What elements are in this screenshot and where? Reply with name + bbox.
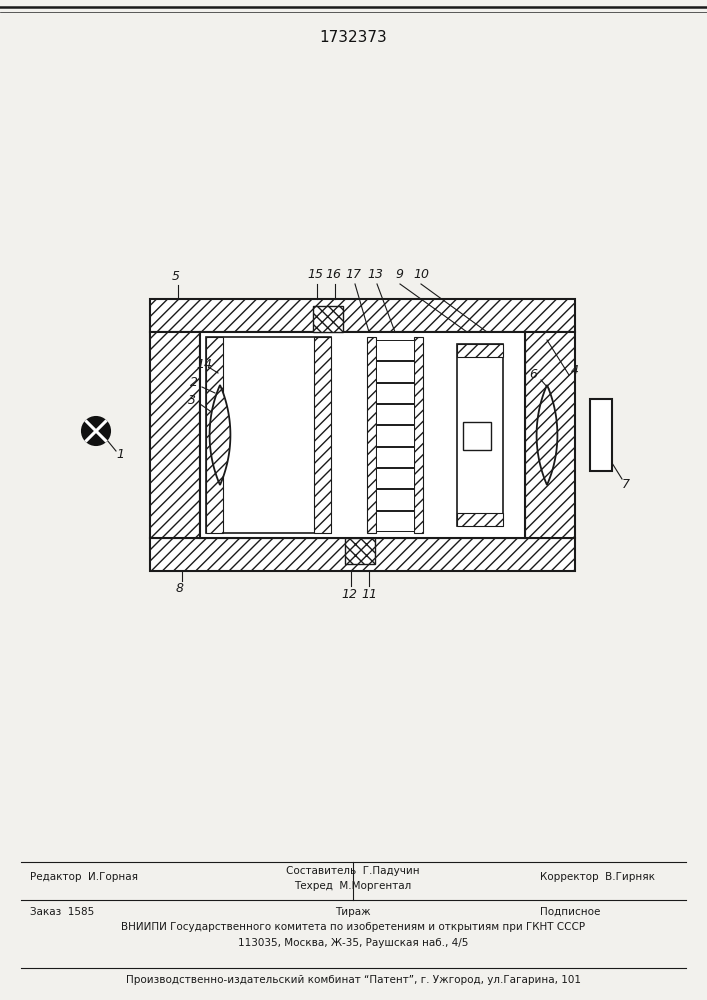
Text: Редактор  И.Горная: Редактор И.Горная (30, 872, 138, 882)
Text: Техред  М.Моргентал: Техред М.Моргентал (294, 881, 411, 891)
Bar (376, 425, 414, 446)
Text: 12: 12 (341, 588, 357, 601)
Text: 3: 3 (188, 393, 196, 406)
Text: Заказ  1585: Заказ 1585 (30, 907, 94, 917)
Text: ВНИИПИ Государственного комитета по изобретениям и открытиям при ГКНТ СССР: ВНИИПИ Государственного комитета по изоб… (121, 922, 585, 932)
Polygon shape (537, 385, 557, 485)
Text: 1: 1 (116, 448, 124, 462)
Text: 6: 6 (529, 368, 537, 381)
Bar (376, 404, 414, 424)
Text: 16: 16 (325, 268, 341, 282)
Text: 11: 11 (361, 588, 377, 601)
Bar (376, 489, 414, 510)
Bar (206, 337, 331, 533)
Bar (367, 337, 376, 533)
Text: 14: 14 (196, 359, 212, 371)
Text: Подписное: Подписное (540, 907, 600, 917)
Text: 13: 13 (367, 268, 383, 282)
Text: 10: 10 (413, 268, 429, 282)
Bar (590, 399, 612, 471)
Bar (376, 361, 414, 382)
Text: 17: 17 (345, 268, 361, 282)
Polygon shape (209, 385, 230, 485)
Text: 15: 15 (307, 268, 323, 282)
Bar (463, 422, 491, 450)
Text: Производственно-издательский комбинат “Патент”, г. Ужгород, ул.Гагарина, 101: Производственно-издательский комбинат “П… (126, 975, 580, 985)
Text: Тираж: Тираж (335, 907, 370, 917)
Text: 5: 5 (172, 270, 180, 284)
Bar (457, 344, 503, 526)
Bar (376, 468, 414, 488)
Bar (457, 344, 503, 357)
Bar (376, 383, 414, 403)
Bar (314, 337, 331, 533)
Bar (525, 332, 575, 538)
Bar (200, 332, 525, 538)
Circle shape (82, 417, 110, 445)
Bar (345, 538, 375, 564)
Text: 113035, Москва, Ж-35, Раушская наб., 4/5: 113035, Москва, Ж-35, Раушская наб., 4/5 (238, 938, 468, 948)
Text: 1732373: 1732373 (319, 30, 387, 45)
Text: 9: 9 (395, 268, 403, 282)
Bar (150, 332, 200, 538)
Bar (150, 538, 575, 571)
Bar (414, 337, 423, 533)
Text: 2: 2 (190, 376, 198, 389)
Bar (457, 513, 503, 526)
Text: 4: 4 (571, 364, 579, 377)
Text: 8: 8 (176, 582, 184, 595)
Bar (376, 511, 414, 531)
Text: 7: 7 (622, 479, 630, 491)
Bar (206, 337, 223, 533)
Text: Составитель  Г.Падучин: Составитель Г.Падучин (286, 866, 420, 876)
Bar (376, 340, 414, 360)
Bar (376, 447, 414, 467)
Text: Корректор  В.Гирняк: Корректор В.Гирняк (540, 872, 655, 882)
Bar (313, 306, 343, 332)
Bar (150, 299, 575, 332)
